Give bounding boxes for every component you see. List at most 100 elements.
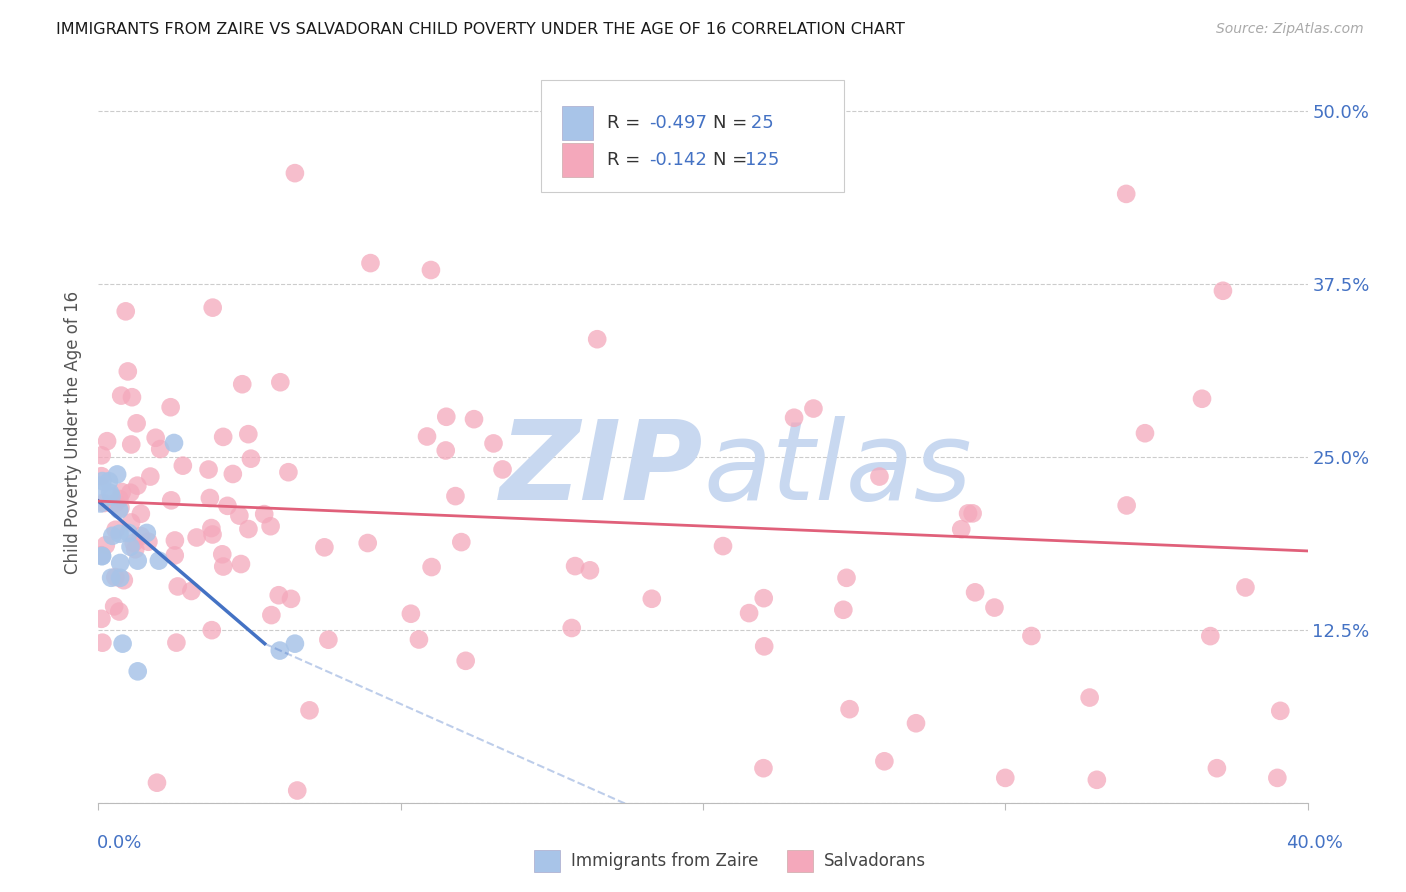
- Point: [212, 430, 235, 444]
- Point: [832, 603, 855, 617]
- Text: R =: R =: [607, 151, 647, 169]
- Point: [198, 491, 221, 505]
- Point: [108, 605, 131, 619]
- Point: [434, 443, 457, 458]
- Text: Immigrants from Zaire: Immigrants from Zaire: [571, 852, 758, 870]
- Point: [120, 485, 142, 500]
- Point: [838, 702, 860, 716]
- Point: [259, 519, 281, 533]
- Point: [200, 521, 222, 535]
- Point: [111, 485, 134, 500]
- Point: [253, 507, 276, 521]
- Point: [994, 771, 1017, 785]
- Point: [163, 436, 186, 450]
- Point: [408, 632, 430, 647]
- Point: [803, 401, 825, 416]
- Point: [94, 538, 117, 552]
- Point: [105, 467, 128, 482]
- Text: N =: N =: [713, 151, 752, 169]
- Point: [873, 754, 896, 768]
- Point: [277, 465, 299, 479]
- Point: [269, 643, 291, 657]
- Point: [1212, 284, 1234, 298]
- Point: [1267, 771, 1289, 785]
- Point: [172, 458, 194, 473]
- Point: [284, 637, 307, 651]
- Point: [186, 531, 208, 545]
- Point: [110, 388, 132, 402]
- Point: [90, 612, 112, 626]
- Point: [93, 496, 115, 510]
- Point: [127, 665, 149, 679]
- Point: [752, 591, 775, 606]
- Point: [108, 503, 131, 517]
- Point: [104, 523, 127, 537]
- Point: [564, 559, 586, 574]
- Point: [120, 437, 142, 451]
- Point: [260, 608, 283, 623]
- Point: [89, 496, 111, 510]
- Point: [165, 635, 187, 649]
- Point: [482, 436, 505, 450]
- Point: [962, 507, 984, 521]
- Point: [180, 584, 202, 599]
- Point: [100, 571, 122, 585]
- Point: [450, 535, 472, 549]
- Point: [91, 549, 114, 564]
- Text: Source: ZipAtlas.com: Source: ZipAtlas.com: [1216, 22, 1364, 37]
- Point: [284, 166, 307, 180]
- Point: [114, 304, 136, 318]
- Point: [280, 591, 302, 606]
- Point: [108, 556, 131, 570]
- Point: [129, 507, 152, 521]
- Point: [120, 540, 142, 554]
- Point: [1234, 581, 1257, 595]
- Text: 125: 125: [745, 151, 779, 169]
- Point: [1115, 186, 1137, 201]
- Point: [561, 621, 583, 635]
- Point: [111, 637, 134, 651]
- Point: [118, 525, 141, 540]
- Point: [231, 377, 253, 392]
- Point: [463, 412, 485, 426]
- Text: -0.142: -0.142: [650, 151, 707, 169]
- Point: [90, 448, 112, 462]
- Point: [399, 607, 422, 621]
- Point: [641, 591, 664, 606]
- Point: [110, 500, 132, 515]
- Point: [100, 489, 122, 503]
- Text: Salvadorans: Salvadorans: [824, 852, 927, 870]
- Point: [201, 301, 224, 315]
- Point: [120, 516, 142, 530]
- Point: [1021, 629, 1043, 643]
- Point: [222, 467, 245, 481]
- Point: [1270, 704, 1292, 718]
- Point: [135, 525, 157, 540]
- Point: [212, 559, 235, 574]
- Point: [127, 554, 149, 568]
- Point: [201, 527, 224, 541]
- Point: [444, 489, 467, 503]
- Point: [90, 548, 112, 562]
- Text: 0.0%: 0.0%: [97, 834, 142, 852]
- Text: -0.497: -0.497: [650, 114, 707, 132]
- Point: [752, 761, 775, 775]
- Point: [97, 474, 120, 488]
- Point: [586, 332, 609, 346]
- Point: [101, 529, 124, 543]
- Point: [754, 640, 776, 654]
- Point: [238, 427, 260, 442]
- Point: [285, 783, 308, 797]
- Point: [957, 507, 980, 521]
- Point: [159, 401, 181, 415]
- Point: [89, 478, 111, 492]
- Text: R =: R =: [607, 114, 647, 132]
- Text: N =: N =: [713, 114, 752, 132]
- Text: atlas: atlas: [703, 417, 972, 523]
- Point: [149, 442, 172, 456]
- Point: [298, 703, 321, 717]
- Point: [239, 451, 262, 466]
- Point: [166, 579, 188, 593]
- Point: [318, 632, 340, 647]
- Point: [103, 599, 125, 614]
